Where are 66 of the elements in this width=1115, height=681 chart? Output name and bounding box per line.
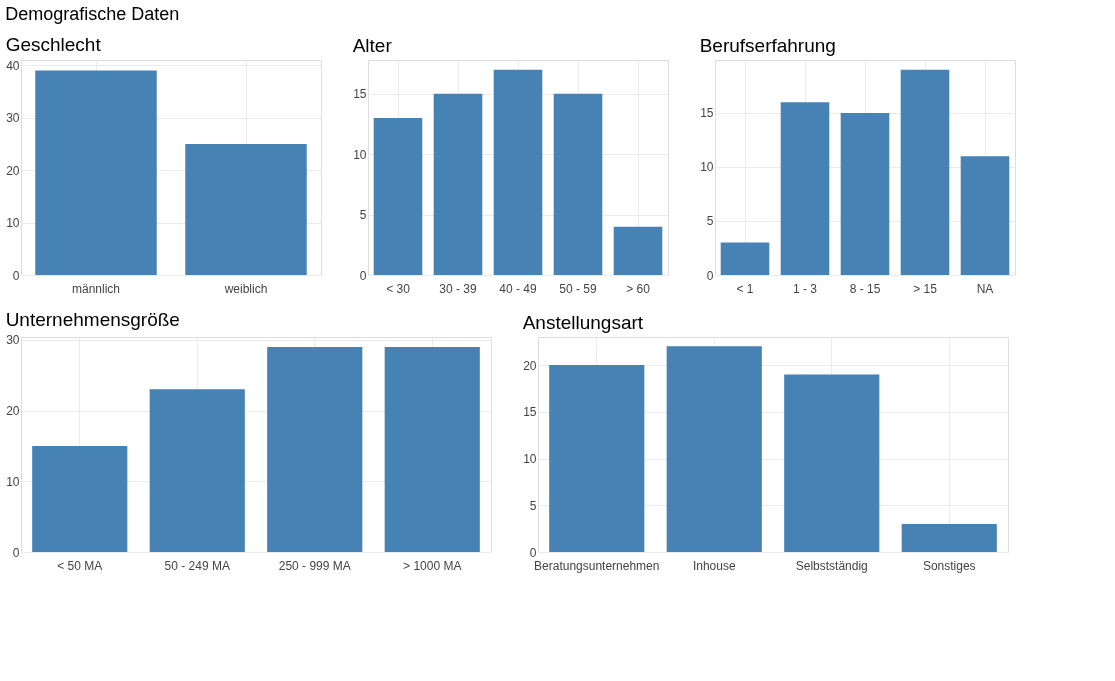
- x-tick-label: 30 - 39: [439, 281, 478, 296]
- bar: [780, 102, 830, 275]
- y-tick-label: 5: [529, 498, 537, 513]
- x-tick-label: 8 - 15: [849, 281, 881, 296]
- bar: [384, 346, 480, 552]
- y-tick-label: 30: [6, 333, 20, 348]
- y-tick-label: 10: [6, 216, 20, 231]
- x-tick-label: weiblich: [223, 281, 268, 296]
- y-tick-label: 0: [12, 268, 20, 283]
- text: Demografische Daten: [5, 3, 180, 24]
- y-tick-label: 20: [6, 404, 20, 419]
- bar: [267, 346, 363, 552]
- bar: [840, 112, 890, 275]
- y-tick-label: 5: [706, 214, 714, 229]
- x-tick-label: 40 - 49: [499, 281, 538, 296]
- bar: [784, 374, 880, 552]
- x-tick-label: < 50 MA: [57, 558, 103, 573]
- y-tick-label: 15: [353, 87, 367, 102]
- y-tick-label: 30: [6, 111, 20, 126]
- x-tick-label: 50 - 59: [559, 281, 598, 296]
- x-tick-label: > 60: [626, 281, 651, 296]
- y-tick-label: 10: [700, 160, 714, 175]
- x-tick-label: männlich: [71, 281, 121, 296]
- bar: [960, 156, 1010, 275]
- y-tick-label: 40: [6, 58, 20, 73]
- y-tick-label: 10: [353, 147, 367, 162]
- bar: [549, 365, 645, 552]
- y-tick-label: 0: [359, 268, 367, 283]
- x-tick-label: > 1000 MA: [403, 558, 462, 573]
- bar: [901, 523, 997, 552]
- y-tick-label: 15: [700, 106, 714, 121]
- x-tick-label: 1 - 3: [792, 281, 818, 296]
- chart-title: Unternehmensgröße: [5, 308, 180, 330]
- bar: [433, 93, 483, 275]
- x-tick-label: NA: [976, 281, 994, 296]
- y-tick-label: 0: [12, 545, 20, 560]
- y-tick-label: 10: [6, 474, 20, 489]
- x-tick-label: 250 - 999 MA: [278, 558, 351, 573]
- bar: [666, 346, 762, 552]
- y-tick-label: 5: [359, 208, 367, 223]
- chart-title: Anstellungsart: [522, 312, 644, 333]
- y-tick-label: 10: [523, 452, 537, 467]
- bar: [553, 93, 603, 275]
- bar: [900, 69, 950, 275]
- x-tick-label: Selbstständig: [795, 558, 868, 573]
- x-tick-label: Beratungsunternehmen: [534, 558, 660, 573]
- x-tick-label: < 30: [386, 281, 411, 296]
- x-tick-label: Inhouse: [692, 558, 736, 573]
- y-tick-label: 15: [523, 405, 537, 420]
- bar: [32, 445, 128, 552]
- y-tick-label: 0: [529, 545, 537, 560]
- bar: [720, 242, 770, 275]
- chart-title: Alter: [352, 35, 393, 56]
- bar: [373, 117, 423, 275]
- y-tick-label: 20: [523, 358, 537, 373]
- x-tick-label: 50 - 249 MA: [164, 558, 230, 573]
- y-tick-label: 0: [706, 268, 714, 283]
- bar: [613, 226, 663, 275]
- x-tick-label: < 1: [736, 281, 754, 296]
- bar: [493, 69, 543, 275]
- x-tick-label: Sonstiges: [922, 558, 976, 573]
- bar: [149, 389, 245, 552]
- y-tick-label: 20: [6, 163, 20, 178]
- chart-title: Geschlecht: [5, 34, 102, 56]
- x-tick-label: > 15: [913, 281, 938, 296]
- chart-title: Berufserfahrung: [699, 35, 836, 56]
